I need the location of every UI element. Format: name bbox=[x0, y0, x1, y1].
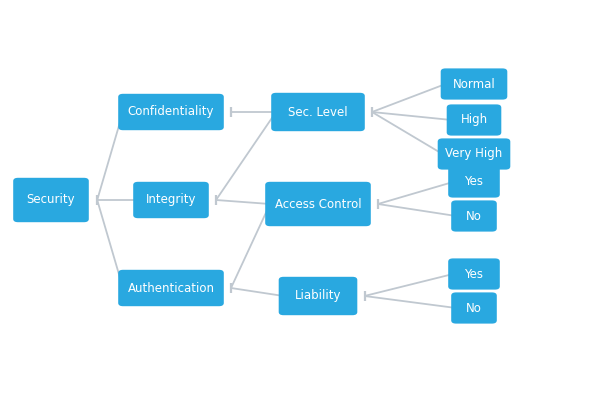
Text: Confidentiality: Confidentiality bbox=[128, 106, 214, 118]
Text: Yes: Yes bbox=[464, 268, 484, 280]
Text: Normal: Normal bbox=[452, 78, 496, 90]
FancyBboxPatch shape bbox=[118, 94, 224, 130]
FancyBboxPatch shape bbox=[441, 68, 508, 100]
Text: Very High: Very High bbox=[445, 148, 503, 160]
FancyBboxPatch shape bbox=[451, 200, 497, 232]
Text: High: High bbox=[460, 114, 488, 126]
FancyBboxPatch shape bbox=[13, 178, 89, 222]
Text: No: No bbox=[466, 210, 482, 222]
Text: No: No bbox=[466, 302, 482, 314]
Text: Authentication: Authentication bbox=[127, 282, 215, 294]
Text: Liability: Liability bbox=[295, 290, 341, 302]
FancyBboxPatch shape bbox=[271, 93, 365, 131]
FancyBboxPatch shape bbox=[278, 277, 358, 315]
FancyBboxPatch shape bbox=[118, 270, 224, 306]
Text: Yes: Yes bbox=[464, 176, 484, 188]
FancyBboxPatch shape bbox=[133, 182, 209, 218]
FancyBboxPatch shape bbox=[447, 104, 502, 136]
Text: Access Control: Access Control bbox=[275, 198, 361, 210]
Text: Sec. Level: Sec. Level bbox=[288, 106, 348, 118]
FancyBboxPatch shape bbox=[448, 166, 500, 198]
FancyBboxPatch shape bbox=[451, 292, 497, 324]
FancyBboxPatch shape bbox=[438, 138, 510, 170]
FancyBboxPatch shape bbox=[265, 182, 371, 226]
Text: Security: Security bbox=[26, 194, 76, 206]
FancyBboxPatch shape bbox=[448, 258, 500, 290]
Text: Integrity: Integrity bbox=[146, 194, 196, 206]
